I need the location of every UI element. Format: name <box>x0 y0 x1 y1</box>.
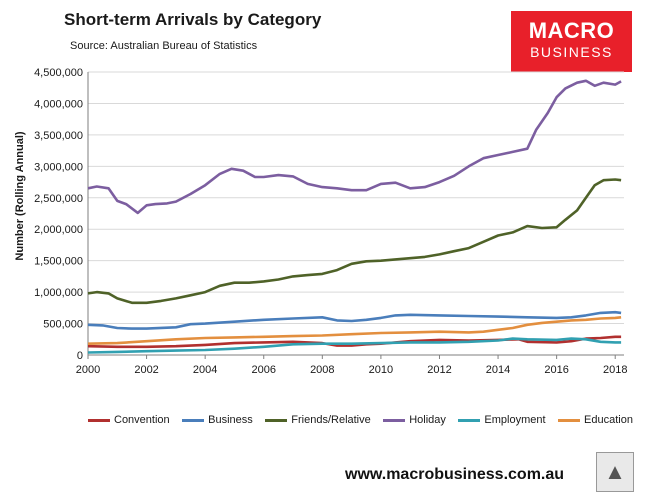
series-line-friends-relative <box>87 178 622 305</box>
legend-label: Friends/Relative <box>291 414 371 426</box>
x-tick-labels: 2000 2002 2004 2006 2008 2010 2012 2014 2016 2018 <box>76 364 628 376</box>
legend-swatch <box>182 418 205 422</box>
y-tick-label: 4,500,000 <box>34 67 83 79</box>
legend: Convention Business Friends/Relative Holida… <box>88 414 633 426</box>
series-line-holiday <box>87 79 622 215</box>
x-tick-label: 2012 <box>427 364 451 376</box>
series-lines <box>87 79 622 354</box>
source-note: Source: Australian Bureau of Statistics <box>70 40 258 52</box>
x-tick-label: 2004 <box>193 364 217 376</box>
y-tick-label: 1,000,000 <box>34 287 83 299</box>
y-tick-label: 4,000,000 <box>34 98 83 110</box>
legend-item-convention: Convention <box>88 414 170 426</box>
legend-label: Employment <box>484 414 546 426</box>
y-tick-label: 0 <box>77 350 83 362</box>
logo-line-2: BUSINESS <box>530 44 613 60</box>
logo-line-1: MACRO <box>528 18 615 43</box>
series-line-employment <box>87 337 622 354</box>
x-tick-label: 2016 <box>544 364 568 376</box>
legend-swatch <box>88 418 110 422</box>
legend-swatch <box>265 418 288 422</box>
y-tick-label: 3,000,000 <box>34 161 83 173</box>
y-tick-label: 500,000 <box>43 319 83 331</box>
legend-item-education: Education <box>558 414 633 426</box>
y-tick-label: 3,500,000 <box>34 130 83 142</box>
y-tick-label: 2,500,000 <box>34 193 83 205</box>
legend-label: Holiday <box>409 414 446 426</box>
legend-swatch <box>383 418 406 422</box>
legend-label: Convention <box>114 414 170 426</box>
chart-title: Short-term Arrivals by Category <box>64 10 322 29</box>
series-line-education <box>87 316 622 345</box>
x-tick-label: 2006 <box>251 364 275 376</box>
gridlines <box>88 71 624 325</box>
axes <box>87 72 624 359</box>
footer-url[interactable]: www.macrobusiness.com.au <box>345 466 565 483</box>
legend-item-holiday: Holiday <box>383 414 446 426</box>
x-tick-label: 2018 <box>603 364 627 376</box>
legend-label: Business <box>208 414 253 426</box>
x-tick-label: 2014 <box>486 364 510 376</box>
legend-swatch <box>458 418 481 422</box>
legend-item-employment: Employment <box>458 414 546 426</box>
series-line-business <box>87 310 622 330</box>
y-tick-label: 1,500,000 <box>34 256 83 268</box>
legend-item-business: Business <box>182 414 253 426</box>
fox-logo-icon: ▲ <box>596 452 634 492</box>
legend-swatch <box>558 418 581 422</box>
y-tick-label: 2,000,000 <box>34 224 83 236</box>
x-tick-label: 2010 <box>369 364 393 376</box>
y-tick-labels: 0 500,000 1,000,000 1,500,000 2,000,000 2,500… <box>34 67 83 362</box>
legend-item-friends-relative: Friends/Relative <box>265 414 371 426</box>
macrobusiness-logo: MACRO BUSINESS <box>511 11 632 72</box>
x-tick-label: 2000 <box>76 364 100 376</box>
legend-label: Education <box>584 414 633 426</box>
x-tick-label: 2002 <box>134 364 158 376</box>
x-tick-label: 2008 <box>310 364 334 376</box>
